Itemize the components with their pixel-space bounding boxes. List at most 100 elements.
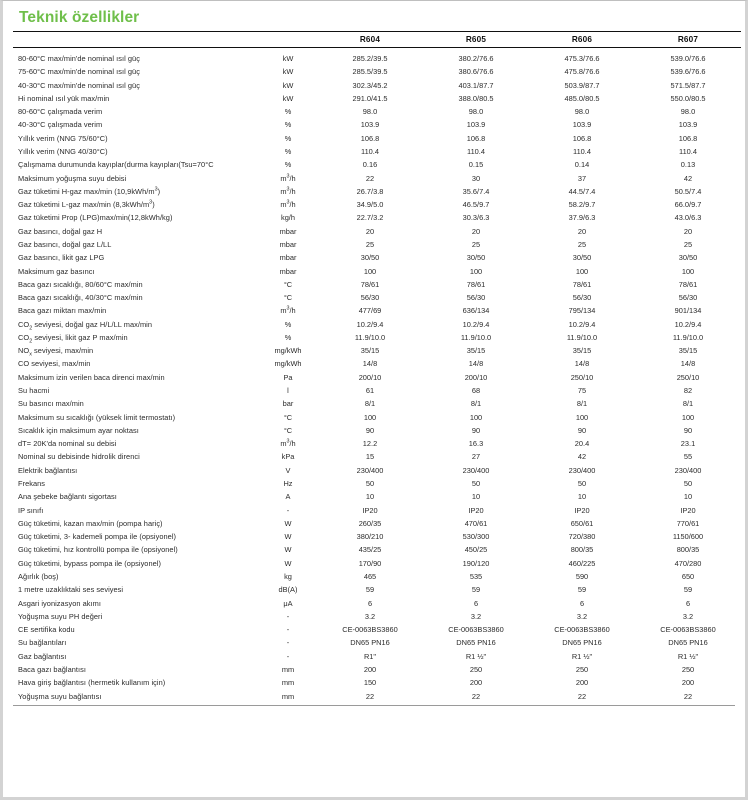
row-value-r605: 470/61 — [464, 518, 488, 528]
row-label: Su basıncı max/min — [18, 399, 84, 409]
row-value-r607: 550.0/80.5 — [670, 93, 706, 103]
table-row: CO2 seviyesi, doğal gaz H/L/LL max/min% 1… — [13, 318, 741, 331]
row-unit: mbar — [279, 253, 297, 263]
row-value-r605: 8/1 — [470, 399, 482, 409]
row-value-r606: 460/225 — [568, 558, 596, 568]
row-value-r604: 435/25 — [358, 545, 382, 555]
row-value-r606: 485.0/80.5 — [564, 93, 600, 103]
row-unit: kg/h — [281, 213, 295, 223]
row-unit: dB(A) — [278, 585, 298, 595]
row-value-r606: 0.14 — [574, 160, 590, 170]
row-value-r605: 380.2/76.6 — [458, 54, 494, 63]
row-value-r605: 78/61 — [466, 279, 486, 289]
row-value-r606: 106.8 — [572, 133, 592, 143]
row-value-r604: 302.3/45.2 — [352, 80, 388, 90]
row-unit: kW — [282, 93, 294, 103]
row-value-r606: 475.8/76.6 — [564, 67, 600, 77]
row-value-r607: 82 — [683, 386, 693, 396]
row-value-r606: 30/50 — [572, 253, 592, 263]
row-value-r606: 110.4 — [573, 146, 591, 156]
row-value-r607: R1 ½" — [677, 651, 699, 661]
row-label: 40-30°C çalışmada verim — [18, 120, 103, 130]
row-label: Yıllık verim (NNG 40/30°C) — [18, 146, 108, 156]
row-value-r604: 380/210 — [356, 532, 384, 542]
row-unit: kPa — [281, 452, 295, 462]
row-value-r604: 22 — [365, 173, 375, 183]
row-value-r607: 11.9/10.0 — [672, 332, 704, 342]
row-value-r606: DN65 PN16 — [562, 638, 602, 648]
table-row: Gaz basıncı, doğal gaz H mbar 20 20 20 20 — [13, 225, 741, 238]
row-value-r607: 3.2 — [682, 611, 694, 621]
row-value-r604: 230/400 — [356, 465, 384, 475]
row-value-r604: 6 — [367, 598, 373, 608]
table-row: Asgari iyonizasyon akımı μA 6 6 6 6 — [13, 597, 741, 610]
table-row: Gaz basıncı, doğal gaz L/LL mbar 25 25 25 25 — [13, 238, 741, 251]
table-row: Maksimum su sıcaklığı (yüksek limit term… — [13, 411, 741, 424]
row-label: 80-60°C max/min'de nominal ısıl güç — [18, 54, 140, 63]
table-row: Su hacmi l 61 68 75 82 — [13, 384, 741, 397]
row-value-r606: 25 — [577, 239, 587, 249]
row-unit: kW — [282, 80, 294, 90]
row-label: Su hacmi — [18, 386, 50, 396]
row-label: Gaz tüketimi H-gaz max/min (10,9kWh/m3) — [18, 186, 161, 196]
table-row: 80-60°C max/min'de nominal ısıl güç kW 285… — [13, 48, 741, 66]
row-value-r605: 380.6/76.6 — [458, 67, 494, 77]
row-value-r604: IP20 — [362, 505, 378, 515]
row-value-r605: 200/10 — [464, 372, 488, 382]
row-unit: mg/kWh — [274, 359, 302, 369]
table-row: Elektrik bağlantısı V 230/400 230/400 230/40… — [13, 464, 741, 477]
table-bottom-rule — [13, 704, 735, 706]
row-value-r607: CE-0063BS3860 — [660, 625, 716, 635]
column-header-unit — [259, 31, 317, 48]
row-value-r607: 43.0/6.3 — [674, 213, 702, 223]
row-value-r604: 26.7/3.8 — [356, 186, 384, 196]
row-label: Ağırlık (boş) — [18, 571, 59, 581]
row-value-r607: 800/35 — [676, 545, 700, 555]
table-row: Çalışmama durumunda kayıplar(durma kayıp… — [13, 158, 741, 171]
row-label: Güç tüketimi, 3- kademeli pompa ile (ops… — [18, 532, 177, 542]
row-label: Ana şebeke bağlantı sigortası — [18, 492, 117, 502]
column-header-r605: R605 — [423, 31, 529, 48]
row-value-r606: 75 — [577, 386, 587, 396]
row-value-r605: 68 — [471, 386, 481, 396]
row-value-r606: IP20 — [574, 505, 590, 515]
table-row: Baca gazı sıcaklığı, 40/30°C max/min °C 56… — [13, 291, 741, 304]
row-value-r607: 90 — [683, 425, 693, 435]
table-row: NOx seviyesi, max/min mg/kWh 35/15 35/15 35/… — [13, 344, 741, 357]
row-value-r606: 37 — [577, 173, 587, 183]
table-row: Hi nominal ısıl yük max/min kW 291.0/41.5 3… — [13, 92, 741, 105]
row-unit: kW — [282, 54, 294, 63]
row-unit: % — [284, 133, 292, 143]
row-value-r604: 35/15 — [360, 346, 380, 356]
row-value-r604: 78/61 — [360, 279, 380, 289]
row-unit: % — [284, 160, 292, 170]
row-value-r604: 22 — [365, 691, 375, 701]
table-row: Baca gazı miktarı max/min m3/h 477/69 636/1… — [13, 304, 741, 317]
row-unit: bar — [282, 399, 294, 409]
row-label: Maksimum yoğuşma suyu debisi — [18, 173, 127, 183]
row-value-r605: 46.5/9.7 — [462, 200, 490, 210]
table-row: 75-60°C max/min'de nominal ısıl güç kW 285… — [13, 65, 741, 78]
page-title: Teknik özellikler — [19, 9, 140, 26]
row-value-r607: 470/280 — [674, 558, 702, 568]
row-value-r605: 200 — [469, 678, 483, 688]
row-value-r606: 250 — [575, 664, 589, 674]
row-value-r606: 56/30 — [572, 293, 592, 303]
row-value-r604: 15 — [365, 452, 375, 462]
row-value-r604: 0.16 — [362, 160, 378, 170]
table-row: CO2 seviyesi, likit gaz P max/min% 11.9/1… — [13, 331, 741, 344]
row-value-r604: 200 — [363, 664, 377, 674]
row-value-r607: 23.1 — [680, 439, 696, 449]
table-row: Nominal su debisinde hidrolik direnci kPa… — [13, 451, 741, 464]
row-label: CE sertifika kodu — [18, 625, 75, 635]
table-row: IP sınıfı - IP20 IP20 IP20 IP20 — [13, 504, 741, 517]
row-unit: % — [284, 120, 292, 130]
row-value-r605: 10.2/9.4 — [462, 319, 490, 329]
row-value-r606: 10 — [577, 492, 587, 502]
table-row: Baca gazı sıcaklığı, 80/60°C max/min °C 78… — [13, 278, 741, 291]
row-unit: l — [287, 386, 289, 396]
row-unit: mm — [281, 664, 295, 674]
row-value-r607: 8/1 — [682, 399, 694, 409]
table-row: dT= 20K'da nominal su debisi m3/h 12.2 16.3… — [13, 437, 741, 450]
row-value-r607: IP20 — [680, 505, 696, 515]
